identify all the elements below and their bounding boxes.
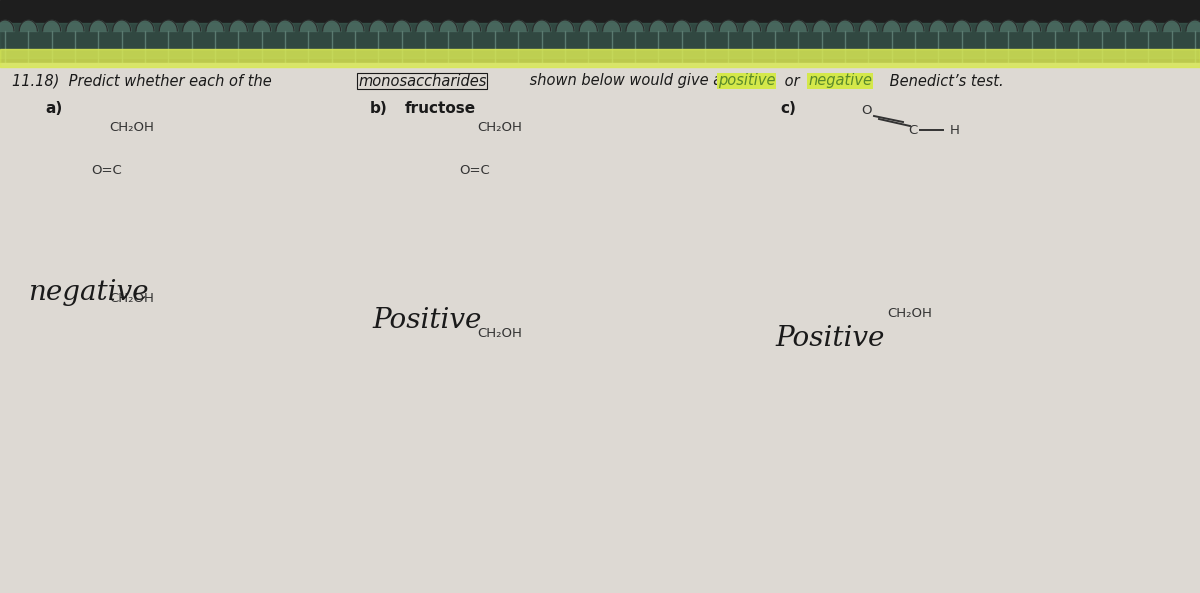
Text: H: H [941,263,950,276]
Bar [0,0,1200,63]
Text: H: H [530,212,541,225]
Text: or: or [780,74,804,88]
Text: O: O [862,104,872,116]
Text: C: C [908,123,918,136]
Text: a): a) [46,100,62,116]
Text: monosaccharides: monosaccharides [358,74,486,88]
Text: H: H [91,247,101,260]
Text: b): b) [370,100,388,116]
Text: H: H [163,212,173,225]
Text: c): c) [780,100,796,116]
Text: 11.18)  Predict whether each of the: 11.18) Predict whether each of the [12,74,276,88]
Text: CH₂OH: CH₂OH [478,122,522,135]
Text: OH: OH [530,283,551,296]
Text: Positive: Positive [775,324,884,352]
Text: O=C: O=C [91,164,122,177]
Text: shown below would give a: shown below would give a [526,74,727,88]
Bar [0,23,1200,58]
Text: H: H [941,192,950,205]
Text: CH₂OH: CH₂OH [109,292,155,304]
Text: H: H [950,123,960,136]
Text: HO: HO [859,192,878,205]
Text: OH: OH [941,228,961,241]
Bar [0,63,1200,593]
Text: H: H [869,228,878,241]
Text: CH₂OH: CH₂OH [109,122,155,135]
Text: OH: OH [530,247,551,260]
Text: Benedict’s test.: Benedict’s test. [886,74,1003,88]
Text: positive: positive [718,74,775,88]
Text: OH: OH [163,247,184,260]
Text: H: H [460,247,469,260]
Text: HO: HO [80,212,101,225]
Text: CH₂OH: CH₂OH [888,308,932,320]
Text: H: H [869,155,878,168]
Text: fructose: fructose [406,100,476,116]
Text: Positive: Positive [372,308,481,334]
Text: H: H [460,283,469,296]
Text: CH₂OH: CH₂OH [478,327,522,340]
Text: HO: HO [449,212,469,225]
Bar [0,49,1200,67]
Text: HO: HO [859,263,878,276]
Text: OH: OH [941,155,961,168]
Text: negative: negative [808,74,872,88]
Text: O=C: O=C [460,164,490,177]
Text: negative: negative [28,279,149,307]
